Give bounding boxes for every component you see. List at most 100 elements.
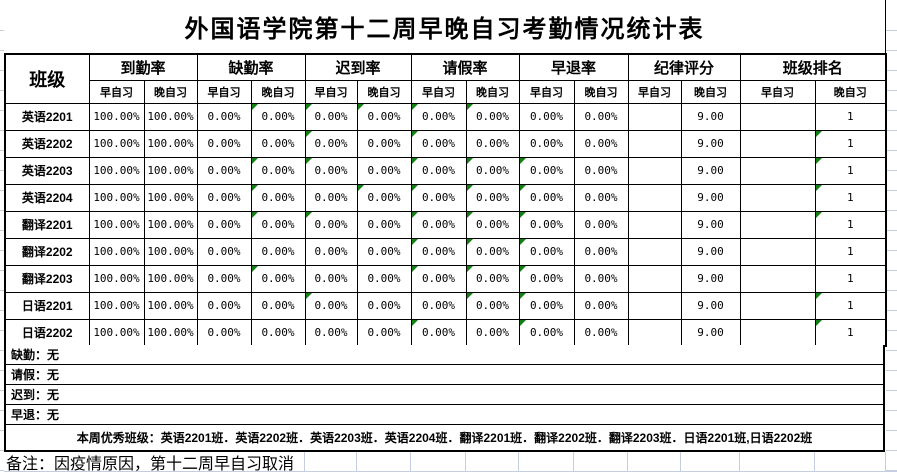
value-cell[interactable]: 0.00%: [250, 129, 306, 158]
value-cell[interactable]: 0.00%: [573, 156, 629, 185]
header-sub-late-rate-morning[interactable]: 早自习: [304, 79, 358, 104]
value-cell[interactable]: 0.00%: [250, 264, 306, 293]
value-cell[interactable]: 1: [814, 210, 887, 239]
note-row-late[interactable]: 迟到：无: [6, 385, 883, 405]
value-cell[interactable]: 9.00: [680, 183, 741, 212]
value-cell[interactable]: 1: [814, 102, 887, 131]
value-cell[interactable]: 0.00%: [465, 264, 520, 293]
value-cell[interactable]: 0.00%: [573, 318, 629, 347]
value-cell[interactable]: 0.00%: [410, 183, 467, 212]
value-cell[interactable]: 0.00%: [518, 291, 575, 320]
header-group-absence-rate[interactable]: 缺勤率: [196, 53, 306, 81]
value-cell[interactable]: 9.00: [680, 291, 741, 320]
value-cell[interactable]: 0.00%: [250, 318, 306, 347]
value-cell[interactable]: 100.00%: [143, 156, 198, 185]
value-cell[interactable]: 0.00%: [196, 129, 252, 158]
value-cell[interactable]: 100.00%: [143, 210, 198, 239]
value-cell[interactable]: 0.00%: [573, 210, 629, 239]
value-cell[interactable]: [739, 129, 816, 158]
value-cell[interactable]: 9.00: [680, 237, 741, 266]
value-cell[interactable]: 0.00%: [356, 318, 412, 347]
value-cell[interactable]: 0.00%: [196, 183, 252, 212]
value-cell[interactable]: 0.00%: [196, 210, 252, 239]
value-cell[interactable]: 1: [814, 156, 887, 185]
value-cell[interactable]: 0.00%: [356, 183, 412, 212]
value-cell[interactable]: [739, 102, 816, 131]
value-cell[interactable]: [739, 156, 816, 185]
value-cell[interactable]: 0.00%: [518, 210, 575, 239]
value-cell[interactable]: 100.00%: [88, 102, 145, 131]
value-cell[interactable]: 100.00%: [88, 237, 145, 266]
note-row-absence[interactable]: 缺勤：无: [6, 345, 883, 365]
class-name-cell[interactable]: 英语2201: [4, 102, 90, 131]
value-cell[interactable]: 0.00%: [410, 210, 467, 239]
value-cell[interactable]: 9.00: [680, 264, 741, 293]
value-cell[interactable]: [627, 264, 682, 293]
value-cell[interactable]: 100.00%: [88, 318, 145, 347]
value-cell[interactable]: 0.00%: [356, 102, 412, 131]
value-cell[interactable]: 0.00%: [356, 156, 412, 185]
header-sub-absence-rate-evening[interactable]: 晚自习: [250, 79, 306, 104]
value-cell[interactable]: 0.00%: [304, 210, 358, 239]
value-cell[interactable]: [627, 237, 682, 266]
value-cell[interactable]: 0.00%: [465, 237, 520, 266]
value-cell[interactable]: [627, 210, 682, 239]
value-cell[interactable]: [627, 129, 682, 158]
value-cell[interactable]: 9.00: [680, 102, 741, 131]
value-cell[interactable]: 0.00%: [518, 264, 575, 293]
value-cell[interactable]: 0.00%: [196, 156, 252, 185]
header-group-late-rate[interactable]: 迟到率: [304, 53, 412, 81]
value-cell[interactable]: 9.00: [680, 210, 741, 239]
class-name-cell[interactable]: 日语2202: [4, 318, 90, 347]
header-sub-attendance-rate-evening[interactable]: 晚自习: [143, 79, 198, 104]
value-cell[interactable]: 100.00%: [143, 264, 198, 293]
value-cell[interactable]: 100.00%: [88, 210, 145, 239]
value-cell[interactable]: 0.00%: [196, 102, 252, 131]
header-sub-leave-rate-morning[interactable]: 早自习: [410, 79, 467, 104]
value-cell[interactable]: 0.00%: [356, 237, 412, 266]
value-cell[interactable]: 0.00%: [573, 129, 629, 158]
value-cell[interactable]: [739, 183, 816, 212]
value-cell[interactable]: 0.00%: [573, 291, 629, 320]
class-name-cell[interactable]: 英语2204: [4, 183, 90, 212]
value-cell[interactable]: [627, 102, 682, 131]
value-cell[interactable]: 0.00%: [410, 318, 467, 347]
header-group-early-leave-rate[interactable]: 早退率: [518, 53, 629, 81]
value-cell[interactable]: 100.00%: [143, 237, 198, 266]
value-cell[interactable]: 100.00%: [88, 183, 145, 212]
value-cell[interactable]: 100.00%: [143, 183, 198, 212]
value-cell[interactable]: 0.00%: [518, 156, 575, 185]
value-cell[interactable]: 0.00%: [465, 129, 520, 158]
value-cell[interactable]: 1: [814, 291, 887, 320]
header-sub-absence-rate-morning[interactable]: 早自习: [196, 79, 252, 104]
value-cell[interactable]: [739, 210, 816, 239]
value-cell[interactable]: 1: [814, 183, 887, 212]
header-sub-attendance-rate-morning[interactable]: 早自习: [88, 79, 145, 104]
value-cell[interactable]: 100.00%: [143, 318, 198, 347]
value-cell[interactable]: 0.00%: [518, 237, 575, 266]
value-cell[interactable]: 0.00%: [410, 102, 467, 131]
value-cell[interactable]: 0.00%: [304, 183, 358, 212]
header-sub-discipline-score-evening[interactable]: 晚自习: [680, 79, 741, 104]
header-sub-early-leave-rate-evening[interactable]: 晚自习: [573, 79, 629, 104]
value-cell[interactable]: 0.00%: [465, 183, 520, 212]
class-name-cell[interactable]: 翻译2201: [4, 210, 90, 239]
class-name-cell[interactable]: 日语2201: [4, 291, 90, 320]
value-cell[interactable]: 0.00%: [250, 183, 306, 212]
value-cell[interactable]: 100.00%: [143, 102, 198, 131]
value-cell[interactable]: 0.00%: [250, 102, 306, 131]
value-cell[interactable]: 0.00%: [573, 102, 629, 131]
header-sub-class-ranking-morning[interactable]: 早自习: [739, 79, 816, 104]
value-cell[interactable]: 0.00%: [304, 237, 358, 266]
value-cell[interactable]: 0.00%: [304, 291, 358, 320]
value-cell[interactable]: 0.00%: [250, 237, 306, 266]
value-cell[interactable]: 9.00: [680, 156, 741, 185]
value-cell[interactable]: 0.00%: [518, 318, 575, 347]
class-name-cell[interactable]: 翻译2203: [4, 264, 90, 293]
header-sub-late-rate-evening[interactable]: 晚自习: [356, 79, 412, 104]
value-cell[interactable]: 0.00%: [356, 291, 412, 320]
value-cell[interactable]: 9.00: [680, 129, 741, 158]
value-cell[interactable]: 0.00%: [196, 237, 252, 266]
value-cell[interactable]: [627, 183, 682, 212]
value-cell[interactable]: 0.00%: [304, 156, 358, 185]
